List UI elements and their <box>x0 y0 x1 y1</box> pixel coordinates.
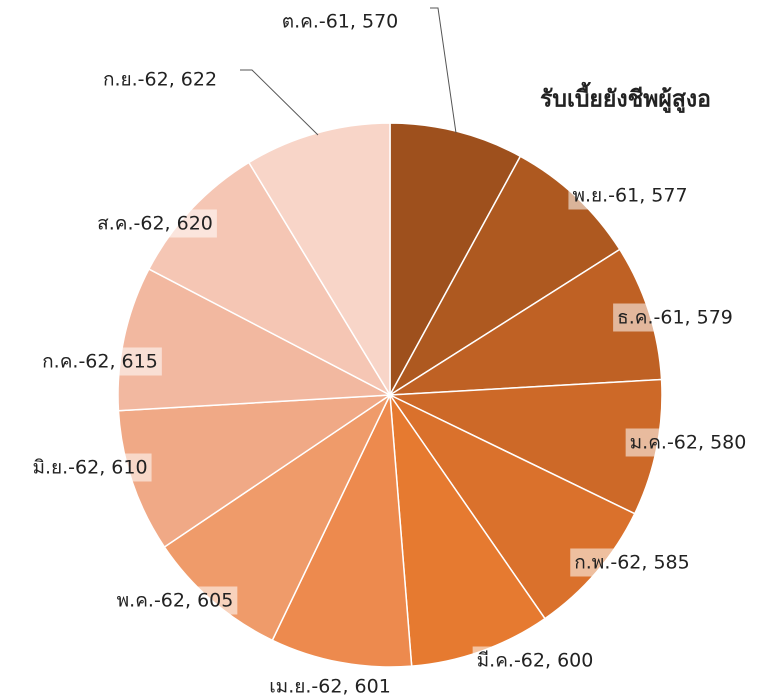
data-label: ต.ค.-61, 570 <box>282 11 399 33</box>
chart-title: รับเบี้ยยังชีพผู้สูงอ <box>540 82 711 114</box>
data-label: ธ.ค.-61, 579 <box>617 307 733 329</box>
leader-line <box>240 69 319 136</box>
label-background <box>570 548 694 577</box>
label-background <box>568 181 692 210</box>
label-background <box>613 303 737 332</box>
data-label: ก.ย.-62, 622 <box>103 69 217 91</box>
leader-line <box>430 7 457 134</box>
label-background <box>625 428 751 457</box>
data-label: ส.ค.-62, 620 <box>97 213 213 235</box>
data-label: มี.ค.-62, 600 <box>477 650 594 672</box>
label-background <box>472 646 598 675</box>
data-label: ม.ค.-62, 580 <box>630 432 747 454</box>
label-background <box>93 209 217 238</box>
label-background <box>28 453 152 482</box>
data-label: ก.พ.-62, 585 <box>574 552 689 574</box>
data-label: มิ.ย.-62, 610 <box>32 457 147 479</box>
label-background <box>277 7 403 36</box>
label-background <box>38 347 162 376</box>
pie-slice <box>117 268 393 412</box>
pie-slice <box>271 392 413 668</box>
label-background <box>265 672 395 700</box>
pie-slice <box>117 394 393 549</box>
data-label: ก.ค.-62, 615 <box>42 351 158 373</box>
pie-slice <box>389 122 522 396</box>
data-label: เม.ย.-62, 601 <box>269 676 391 698</box>
label-background <box>112 586 238 615</box>
data-label: พ.ค.-62, 605 <box>117 590 234 612</box>
label-background <box>98 65 222 94</box>
data-label: พ.ย.-61, 577 <box>572 185 687 207</box>
